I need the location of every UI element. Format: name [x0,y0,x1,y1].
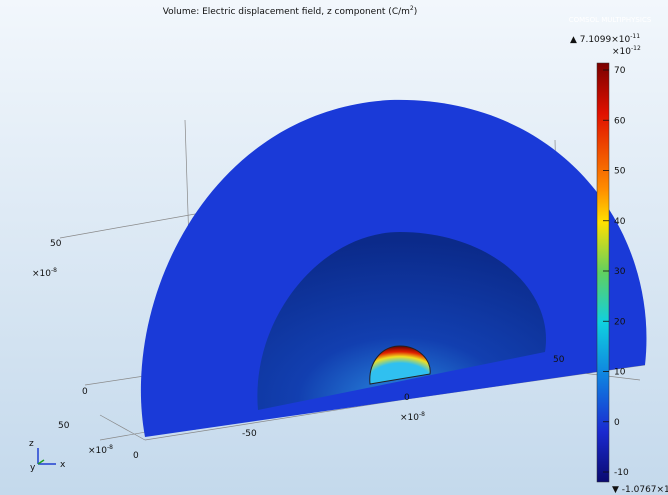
axis-label: 0 [82,387,88,397]
axis-label: 0 [404,393,410,403]
axis-label: 50 [50,239,62,249]
colorbar-max: ▲ 7.1099×10-11 [570,33,640,45]
triad-z: z [29,439,34,449]
colorbar-tick-label: 40 [614,217,626,227]
colorbar-tick-label: 30 [614,267,626,277]
title-end: ) [414,7,418,17]
axis-label-exp: -8 [419,411,425,418]
colorbar-scale-text: ×10 [612,47,631,57]
colorbar-tick-label: 70 [614,66,626,76]
axis-label-exp: -8 [51,267,57,274]
axis-label: 50 [58,421,70,431]
axis-label: ×10-8 [400,411,425,423]
colorbar-max-exp: -11 [630,33,640,40]
inner-region [257,232,547,410]
colorbar-tick-label: -10 [614,468,629,478]
axis-label: ×10-8 [88,444,113,456]
axis-triad [37,448,56,465]
title-text: Volume: Electric displacement field, z c… [163,7,410,17]
triad-y: y [30,463,36,473]
colorbar-tick-label: 10 [614,368,626,378]
title-sup: 2 [410,5,414,12]
labels: ▲ 7.1099×10-11×10-12▼ -1.0767×10-1170605… [29,33,668,495]
title: Volume: Electric displacement field, z c… [163,5,418,17]
colorbar-min: ▼ -1.0767×10-11 [612,483,668,495]
axis-label: -50 [242,429,257,439]
sphere-section [369,345,431,385]
axis-label-text: 0 [82,387,88,397]
axis-label-text: 50 [50,239,62,249]
axis-label: 0 [133,451,139,461]
colorbar-tick-label: 60 [614,116,626,126]
colorbar [596,62,610,483]
axis-label-text: -50 [242,429,257,439]
axis-label-text: ×10 [400,413,419,423]
colorbar-tick-label: 20 [614,317,626,327]
triad-x: x [60,460,66,470]
colorbar-scale-exp: -12 [631,45,641,52]
axis-label-text: ×10 [32,269,51,279]
axis-label: ×10-8 [32,267,57,279]
axis-label: 50 [553,355,565,365]
colorbar-scale: ×10-12 [612,45,641,57]
axis-label-text: ×10 [88,446,107,456]
colorbar-min-text: ▼ -1.0767×10 [612,485,668,495]
logo: COMSOL MULTIPHYSICS [569,16,652,24]
colorbar-tick-label: 50 [614,167,626,177]
axis-label-exp: -8 [107,444,113,451]
axis-label-text: 0 [404,393,410,403]
axis-label-text: 50 [58,421,70,431]
axis-label-text: 0 [133,451,139,461]
colorbar-tick-label: 0 [614,418,620,428]
axis-label-text: 50 [553,355,565,365]
colorbar-max-text: ▲ 7.1099×10 [570,35,631,45]
